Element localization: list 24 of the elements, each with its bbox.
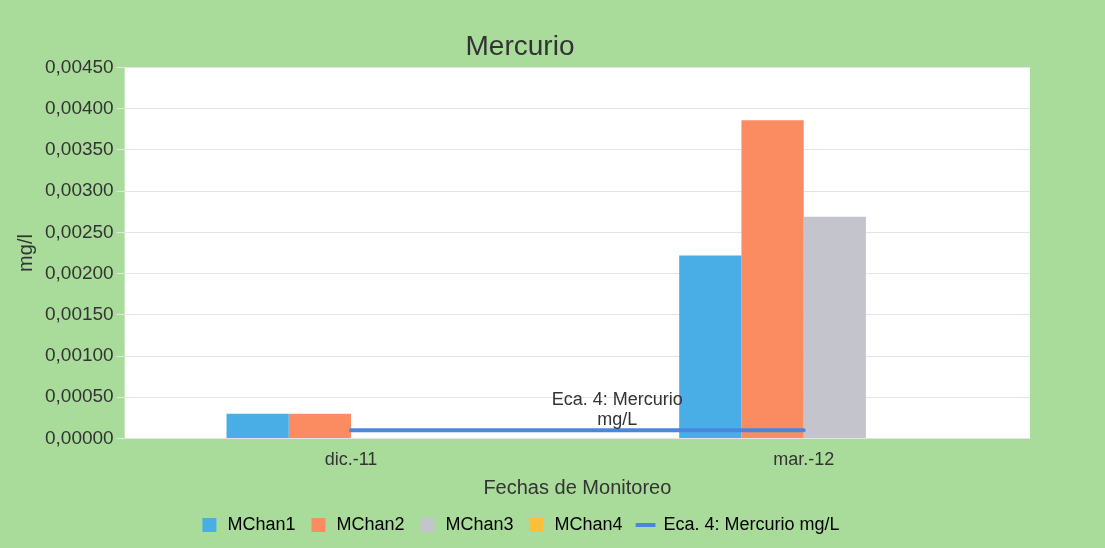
y-tick-label: 0,00150: [44, 303, 114, 325]
y-tick-label: 0,00400: [44, 97, 114, 119]
x-tick-label: mar.-12: [773, 449, 835, 470]
bar: [741, 120, 804, 438]
legend-label: MChan1: [227, 513, 296, 534]
y-tick-label: 0,00350: [44, 138, 114, 160]
bar: [803, 216, 866, 438]
y-tick-label: 0,00200: [44, 261, 114, 283]
bar: [226, 413, 289, 438]
y-tick-label: 0,00050: [44, 385, 114, 407]
legend-label: MChan2: [336, 513, 405, 534]
legend-label: Eca. 4: Mercurio mg/L: [663, 513, 840, 534]
y-axis-title: mg/l: [13, 234, 36, 272]
chart-title: Mercurio: [465, 29, 575, 61]
legend-label: MChan4: [554, 513, 623, 534]
y-tick-label: 0,00450: [44, 55, 114, 77]
y-tick-label: 0,00300: [44, 179, 114, 201]
y-tick-label: 0,00100: [44, 344, 114, 366]
bar: [288, 413, 352, 438]
y-tick-label: 0,00000: [44, 426, 114, 448]
x-axis-title: Fechas de Monitoreo: [483, 475, 672, 498]
y-tick-label: 0,00250: [44, 220, 114, 242]
x-tick-label: dic.-11: [324, 449, 378, 470]
legend-label: MChan3: [445, 513, 514, 534]
